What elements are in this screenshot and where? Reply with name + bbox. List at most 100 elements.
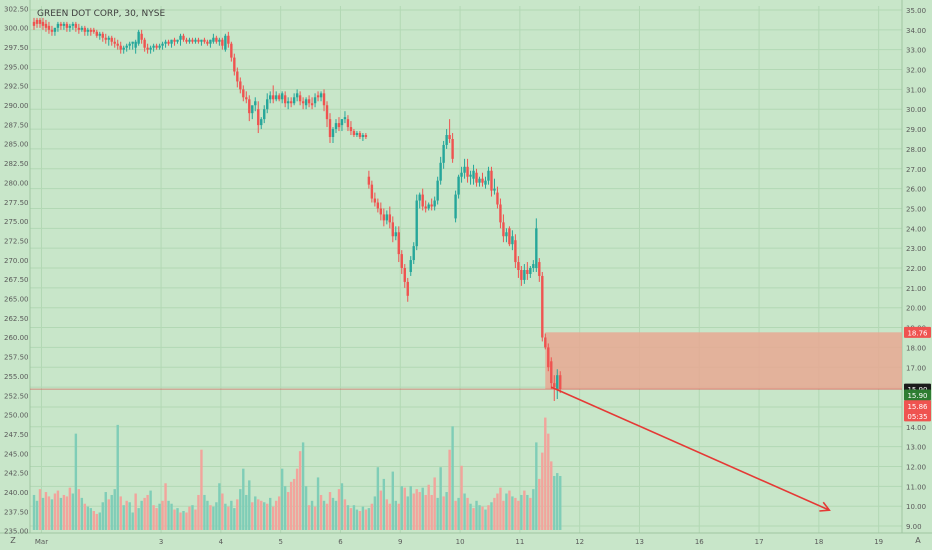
volume-bar	[185, 512, 188, 530]
candle-body	[340, 119, 344, 126]
candle-body	[203, 39, 206, 42]
volume-bar	[400, 486, 403, 530]
arrow-line	[550, 386, 830, 511]
candle-body	[218, 39, 221, 42]
volume-bar	[236, 499, 239, 530]
volume-bar	[496, 493, 499, 530]
volume-bar	[167, 500, 170, 530]
candle-body	[86, 29, 90, 32]
volume-bar	[412, 493, 415, 530]
candle-body	[286, 101, 290, 104]
time-axis-tick: 12	[575, 538, 584, 546]
candle-body	[445, 135, 448, 145]
candle-body	[47, 25, 51, 30]
candle-body	[388, 214, 392, 223]
volume-bar	[164, 483, 167, 530]
volume-bar	[266, 503, 269, 530]
volume-bar	[197, 494, 200, 530]
candle-body	[427, 204, 430, 209]
volume-bar	[451, 426, 454, 530]
volume-bar	[140, 500, 143, 530]
volume-bar	[110, 494, 113, 530]
candle-body	[517, 262, 520, 270]
volume-bar	[523, 490, 526, 530]
right-axis-tick: 17.00	[906, 364, 926, 372]
candle-body	[430, 204, 433, 207]
volume-bar	[113, 489, 116, 530]
right-axis-tick: 11.00	[906, 483, 926, 491]
volume-bar	[418, 492, 421, 530]
time-axis-tick: Mar	[35, 538, 48, 546]
volume-bar	[547, 433, 550, 530]
candle-body	[412, 246, 415, 261]
left-axis-tick: 235.00	[4, 528, 29, 536]
right-axis-tick: 25.00	[906, 205, 926, 213]
volume-bar	[86, 506, 90, 530]
candle-body	[367, 176, 371, 185]
candle-body	[481, 178, 484, 183]
candle-body	[376, 202, 380, 209]
time-axis-tick: 9	[398, 538, 402, 546]
right-axis-tick: 35.00	[906, 7, 926, 15]
time-axis-tick: 17	[755, 538, 764, 546]
volume-bar	[424, 494, 427, 530]
volume-bar	[209, 505, 212, 530]
volume-bar	[179, 512, 182, 530]
candle-body	[514, 240, 517, 263]
candle-body	[140, 33, 143, 40]
volume-bar	[415, 489, 418, 530]
chart-title: GREEN DOT CORP, 30, NYSE	[37, 9, 165, 19]
volume-bar	[269, 497, 272, 530]
candle-body	[41, 21, 45, 26]
volume-bar	[155, 508, 158, 530]
volume-bar	[152, 505, 155, 530]
candle-body	[209, 39, 212, 44]
time-axis-tick: 16	[695, 538, 704, 546]
volume-bar	[242, 468, 245, 530]
volume-bar	[388, 503, 392, 530]
candle-body	[292, 97, 296, 104]
candle-body	[179, 35, 182, 40]
volume-bar	[478, 505, 481, 530]
candle-body	[257, 109, 260, 126]
volume-bar	[466, 497, 469, 530]
corner-right-label: A	[915, 536, 921, 545]
candle-body	[487, 170, 490, 181]
candle-body	[80, 27, 84, 30]
candle-body	[104, 37, 107, 40]
candle-body	[161, 43, 164, 46]
volume-bar	[95, 513, 98, 530]
right-axis-tick: 20.00	[906, 305, 926, 313]
left-axis-tick: 290.00	[4, 102, 29, 110]
volume-bar	[328, 492, 332, 530]
left-axis-tick: 297.50	[4, 44, 29, 52]
price-tag	[904, 389, 931, 401]
left-axis-tick: 257.50	[4, 354, 29, 362]
candle-body	[158, 45, 161, 48]
volume-bar	[77, 489, 81, 530]
candle-body	[334, 123, 338, 130]
candle-body	[77, 27, 81, 30]
volume-bar	[194, 509, 197, 530]
candle-body	[248, 99, 251, 114]
candle-body	[472, 170, 475, 179]
volume-bar	[304, 486, 308, 530]
volume-bar	[508, 490, 511, 530]
left-axis-tick: 277.50	[4, 199, 29, 207]
volume-bar	[280, 468, 284, 530]
time-axis[interactable]: Mar 3 4 5 6 9 10 11 12 13 16 17 18 19	[35, 538, 883, 546]
candle-body	[266, 99, 269, 110]
volume-bar	[541, 452, 544, 530]
candle-body	[83, 27, 87, 32]
volume-bar	[442, 496, 445, 530]
volume-bar	[427, 484, 430, 530]
arrow-head	[819, 501, 831, 512]
volume-bar	[436, 497, 439, 530]
price-tag-label: 15.90	[907, 392, 927, 400]
left-price-axis[interactable]: 302.50 300.00 297.50 295.00 292.50 290.00 287.…	[4, 5, 29, 535]
volume-bar	[128, 502, 131, 530]
volume-bar	[433, 477, 436, 530]
candle-body	[242, 89, 245, 98]
volume-bar	[373, 496, 377, 530]
